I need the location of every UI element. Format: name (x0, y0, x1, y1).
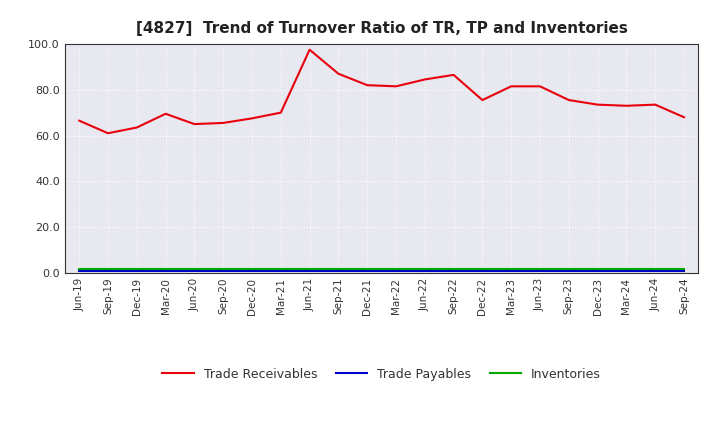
Inventories (449, 267, 458, 272)
Inventories (276, 267, 285, 272)
Inventories (334, 267, 343, 272)
Inventories (507, 267, 516, 272)
Inventories (132, 267, 141, 272)
Trade Payables (564, 268, 573, 274)
Trade Receivables (507, 84, 516, 89)
Inventories (190, 267, 199, 272)
Trade Payables (305, 268, 314, 274)
Trade Payables (276, 268, 285, 274)
Trade Receivables (449, 72, 458, 77)
Trade Receivables (248, 116, 256, 121)
Inventories (305, 267, 314, 272)
Trade Receivables (334, 71, 343, 77)
Trade Receivables (564, 97, 573, 103)
Trade Payables (132, 268, 141, 274)
Trade Payables (449, 268, 458, 274)
Trade Receivables (536, 84, 544, 89)
Trade Receivables (305, 47, 314, 52)
Inventories (478, 267, 487, 272)
Line: Trade Receivables: Trade Receivables (79, 50, 684, 133)
Trade Payables (75, 268, 84, 274)
Trade Receivables (680, 114, 688, 120)
Trade Payables (536, 268, 544, 274)
Inventories (564, 267, 573, 272)
Trade Payables (190, 268, 199, 274)
Trade Payables (219, 268, 228, 274)
Trade Payables (363, 268, 372, 274)
Inventories (219, 267, 228, 272)
Trade Receivables (420, 77, 429, 82)
Trade Receivables (478, 97, 487, 103)
Trade Receivables (219, 120, 228, 125)
Trade Receivables (132, 125, 141, 130)
Trade Payables (622, 268, 631, 274)
Trade Payables (248, 268, 256, 274)
Trade Receivables (392, 84, 400, 89)
Trade Payables (392, 268, 400, 274)
Trade Payables (334, 268, 343, 274)
Legend: Trade Receivables, Trade Payables, Inventories: Trade Receivables, Trade Payables, Inven… (157, 363, 606, 385)
Trade Payables (593, 268, 602, 274)
Trade Payables (507, 268, 516, 274)
Inventories (161, 267, 170, 272)
Inventories (622, 267, 631, 272)
Inventories (104, 267, 112, 272)
Trade Payables (420, 268, 429, 274)
Inventories (420, 267, 429, 272)
Inventories (363, 267, 372, 272)
Inventories (680, 267, 688, 272)
Trade Receivables (363, 83, 372, 88)
Trade Receivables (651, 102, 660, 107)
Trade Receivables (622, 103, 631, 108)
Trade Receivables (276, 110, 285, 115)
Inventories (536, 267, 544, 272)
Trade Receivables (104, 131, 112, 136)
Inventories (651, 267, 660, 272)
Inventories (392, 267, 400, 272)
Trade Payables (161, 268, 170, 274)
Trade Receivables (190, 121, 199, 127)
Trade Payables (478, 268, 487, 274)
Trade Payables (680, 268, 688, 274)
Inventories (75, 267, 84, 272)
Trade Receivables (75, 118, 84, 123)
Inventories (248, 267, 256, 272)
Trade Payables (651, 268, 660, 274)
Trade Receivables (593, 102, 602, 107)
Inventories (593, 267, 602, 272)
Trade Payables (104, 268, 112, 274)
Trade Receivables (161, 111, 170, 117)
Title: [4827]  Trend of Turnover Ratio of TR, TP and Inventories: [4827] Trend of Turnover Ratio of TR, TP… (135, 21, 628, 36)
